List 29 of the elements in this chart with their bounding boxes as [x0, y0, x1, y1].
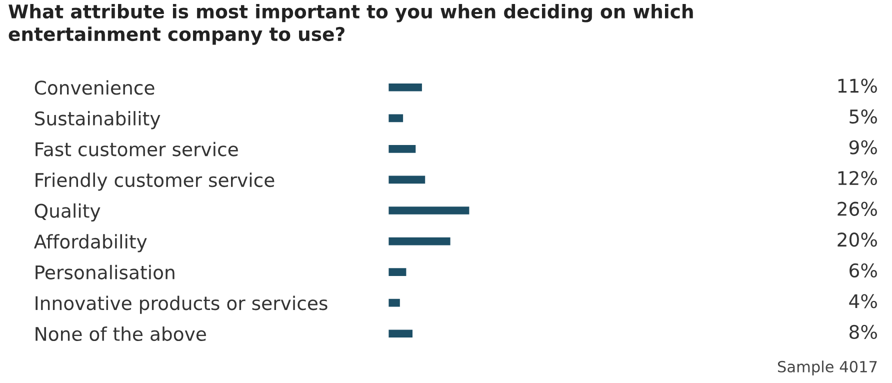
bar: [388, 205, 471, 216]
text: Sample 4017: [778, 360, 877, 376]
y-tick-label: Fast customer service: [36, 142, 238, 156]
y-tick-label: Sustainability: [35, 111, 160, 130]
bar: [388, 328, 414, 339]
bar: [388, 82, 424, 93]
chart-title: What attribute is most important to you when deciding on which entertainment company to use?: [8, 4, 693, 45]
data-label: 4%: [849, 294, 877, 308]
data-label: 12%: [838, 170, 877, 186]
data-label: 9%: [849, 140, 877, 154]
y-tick-label: Convenience: [34, 80, 154, 95]
bar: [388, 144, 418, 154]
data-label: 5%: [850, 109, 877, 124]
y-tick-label: Friendly customer service: [36, 172, 274, 191]
data-label: 6%: [850, 263, 877, 278]
y-tick-label: Personalisation: [36, 264, 174, 280]
y-tick-label: Innovative products or services: [36, 296, 328, 314]
data-label: 26%: [838, 202, 877, 216]
data-label: 8%: [850, 324, 877, 340]
y-tick-label: None of the above: [36, 326, 206, 341]
data-label: 20%: [838, 232, 877, 247]
bar: [388, 174, 426, 186]
bar: [388, 266, 408, 278]
bar: [388, 236, 452, 247]
y-tick-label: Affordability: [34, 234, 147, 252]
data-label: 11%: [838, 78, 877, 93]
bar: [388, 112, 404, 124]
bar: [388, 298, 402, 308]
y-tick-label: Quality: [34, 203, 100, 222]
